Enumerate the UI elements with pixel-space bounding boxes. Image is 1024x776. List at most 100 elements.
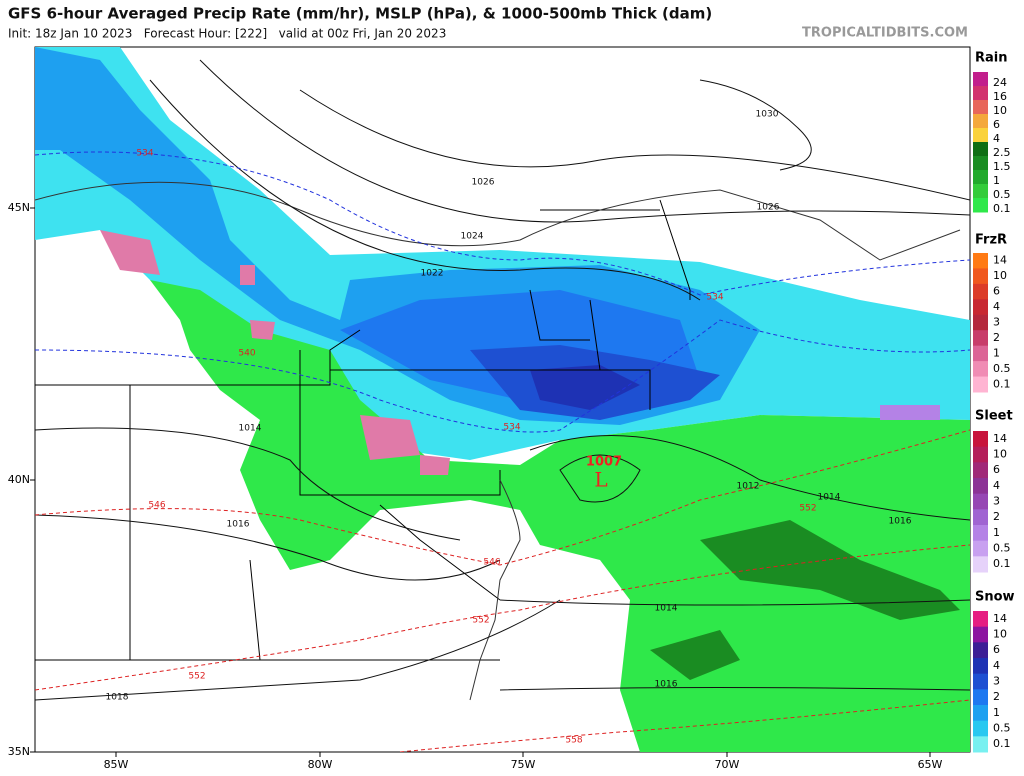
legend-swatch (973, 525, 988, 542)
watermark: TROPICALTIDBITS.COM (802, 26, 968, 41)
legend-label: 0.5 (993, 542, 1011, 555)
isobar-label: 1016 (655, 680, 678, 690)
legend-swatch (973, 345, 988, 362)
legend-title: Snow (975, 590, 1015, 605)
lon-label: 75W (511, 758, 536, 771)
isobar-label: 1014 (239, 424, 262, 434)
boundaries (35, 181, 961, 701)
legend-swatch (973, 314, 988, 331)
legend-swatch (973, 268, 988, 285)
legend-swatch (973, 128, 988, 143)
legend-swatch (973, 689, 988, 706)
legend-label: 14 (993, 254, 1007, 267)
legend-label: 4 (993, 300, 1000, 313)
legend-swatch (973, 720, 988, 737)
legend-title: FrzR (975, 233, 1007, 248)
isobar-label: 1014 (655, 604, 678, 614)
lon-label: 65W (918, 758, 943, 771)
legend-swatch (973, 114, 988, 129)
isobar-label: 1026 (472, 178, 495, 188)
legend-label: 3 (993, 495, 1000, 508)
legend-label: 0.1 (993, 202, 1011, 215)
legend-label: 4 (993, 659, 1000, 672)
thickness-label: 534 (706, 293, 723, 303)
legend-label: 2 (993, 331, 1000, 344)
legend-swatch (973, 509, 988, 526)
lat-label: 35N (8, 745, 30, 758)
legend-label: 1 (993, 174, 1000, 187)
legend-title: Sleet (975, 409, 1013, 424)
legend-swatch (973, 431, 988, 448)
legend-swatch (973, 705, 988, 722)
thickness-label: 540 (238, 349, 255, 359)
legend-label: 16 (993, 90, 1007, 103)
thickness-label: 558 (565, 736, 582, 746)
map-labels: 45N 40N 35N 85W 80W 75W 70W 65W 1030 1026 1026 1024… (8, 110, 943, 772)
legend-swatch (973, 299, 988, 316)
title: GFS 6-hour Averaged Precip Rate (mm/hr),… (8, 5, 712, 23)
legend-swatch (973, 142, 988, 157)
legend-swatch (973, 736, 988, 753)
legend-label: 4 (993, 132, 1000, 145)
isobar-label: 1024 (461, 232, 484, 242)
legend-label: 10 (993, 104, 1007, 117)
isobar-label: 1030 (756, 110, 779, 120)
legend-swatch (973, 170, 988, 185)
thickness-label: 552 (799, 504, 816, 514)
lon-label: 70W (715, 758, 740, 771)
legend-swatch (973, 156, 988, 171)
rain-mid (650, 520, 960, 680)
legend-label: 0.5 (993, 722, 1011, 735)
legend-swatch (973, 72, 988, 87)
isobar-label: 1016 (889, 517, 912, 527)
frzr-patches (100, 230, 450, 475)
thickness-label: 552 (472, 616, 489, 626)
rain-light (150, 280, 970, 752)
legend-label: 2 (993, 510, 1000, 523)
legend-swatch (973, 642, 988, 659)
legend-label: 24 (993, 76, 1007, 89)
legend-label: 3 (993, 316, 1000, 329)
lon-label: 85W (104, 758, 129, 771)
legend-label: 6 (993, 643, 1000, 656)
legend-label: 0.1 (993, 377, 1011, 390)
legend-label: 10 (993, 269, 1007, 282)
legend-label: 6 (993, 463, 1000, 476)
isobar-label: 1016 (227, 520, 250, 530)
legend-label: 10 (993, 628, 1007, 641)
legend-label: 0.1 (993, 737, 1011, 750)
legend-label: 2 (993, 690, 1000, 703)
legend-swatch (973, 198, 988, 213)
legend-label: 3 (993, 675, 1000, 688)
thickness-label: 552 (188, 672, 205, 682)
legend-title: Rain (975, 51, 1008, 66)
legend-label: 0.1 (993, 557, 1011, 570)
isobar-label: 1022 (421, 269, 444, 279)
legend-label: 1 (993, 706, 1000, 719)
legend-label: 1 (993, 526, 1000, 539)
legend-swatch (973, 493, 988, 510)
legend-label: 6 (993, 118, 1000, 131)
sleet-patch (880, 405, 940, 420)
legend-label: 6 (993, 285, 1000, 298)
legend-label: 2.5 (993, 146, 1011, 159)
legend-swatch (973, 626, 988, 643)
legend-swatch (973, 462, 988, 479)
map-area (34, 46, 971, 753)
thickness-label: 546 (148, 501, 165, 511)
legend-swatch (973, 673, 988, 690)
subtitle: Init: 18z Jan 10 2023 Forecast Hour: [22… (8, 27, 446, 41)
legend-swatch (973, 611, 988, 628)
legend-swatch (973, 184, 988, 199)
legend-label: 4 (993, 479, 1000, 492)
legend-swatch (973, 556, 988, 573)
legend-swatch (973, 86, 988, 101)
legend-label: 10 (993, 448, 1007, 461)
thickness-label: 546 (483, 558, 500, 568)
thickness-label: 534 (503, 423, 520, 433)
legend-swatch (973, 658, 988, 675)
isobar-label: 1018 (106, 693, 129, 703)
isobar-label: 1012 (737, 482, 760, 492)
legend-swatch (973, 376, 988, 393)
